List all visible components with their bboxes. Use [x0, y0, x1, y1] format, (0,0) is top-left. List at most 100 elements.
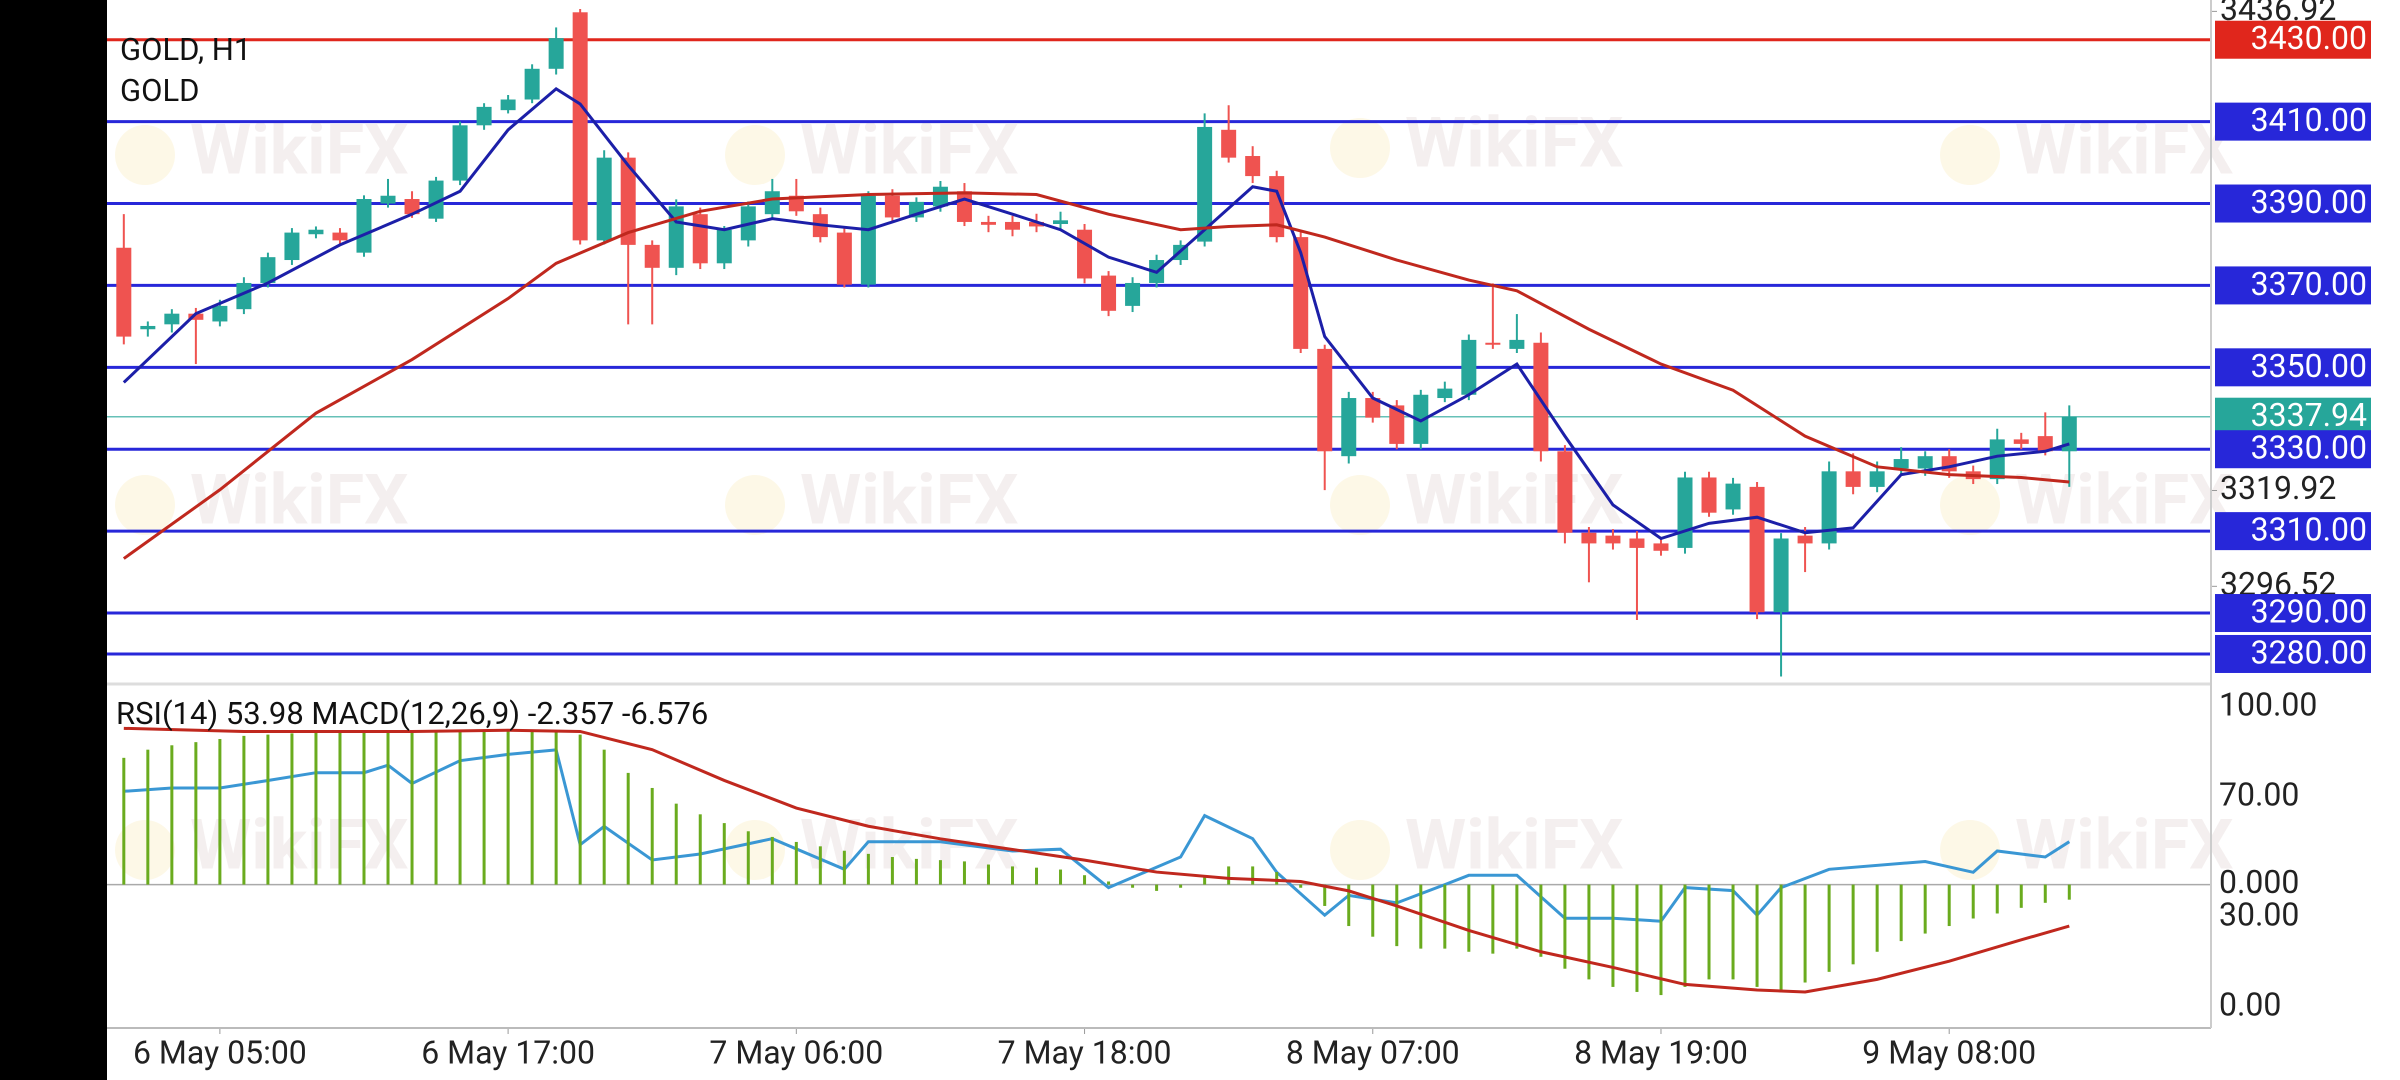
level-box: [2215, 102, 2371, 141]
level-box: [2215, 184, 2371, 223]
level-box: [2215, 266, 2371, 305]
macd-bar: [1299, 884, 1303, 888]
y-tick-label: 30.00: [2219, 895, 2299, 933]
macd-bar: [1395, 884, 1399, 947]
macd-bar: [1131, 884, 1135, 888]
macd-bar: [1707, 884, 1711, 980]
macd-bar: [1155, 884, 1159, 891]
candle-body: [932, 186, 948, 207]
chart-subtitle: GOLD: [120, 72, 199, 109]
candle-body: [1101, 275, 1117, 311]
level-label: 3337.94: [2251, 396, 2367, 434]
candle-body: [140, 325, 156, 330]
watermark: WikiFX: [800, 109, 1019, 191]
candle-body: [548, 38, 564, 69]
macd-bar: [2043, 884, 2047, 903]
macd-bar: [1971, 884, 1975, 919]
macd-bar: [1755, 884, 1759, 987]
candle-body: [1317, 348, 1333, 452]
watermark-logo: [1330, 475, 1390, 535]
macd-bar: [362, 731, 366, 885]
candle-body: [428, 180, 444, 219]
macd-bar: [602, 749, 606, 885]
candle-body: [1581, 532, 1597, 544]
macd-bar: [1779, 884, 1783, 992]
watermark: WikiFX: [1405, 804, 1624, 886]
macd-bar: [914, 858, 918, 885]
watermark-logo: [725, 475, 785, 535]
watermark: WikiFX: [1405, 102, 1624, 184]
candle-body: [1869, 471, 1885, 487]
candle-body: [596, 157, 612, 241]
macd-bar: [890, 857, 894, 885]
macd-bar: [818, 846, 822, 885]
macd-bar: [1251, 866, 1255, 885]
macd-bar: [1995, 884, 1999, 914]
macd-bar: [1010, 866, 1014, 885]
candle-body: [260, 257, 276, 283]
macd-bar: [1683, 884, 1687, 987]
candle-body: [1677, 477, 1693, 548]
macd-bar: [1059, 869, 1063, 885]
candle-body: [1125, 282, 1141, 306]
candle-body: [1701, 477, 1717, 513]
macd-bar: [338, 731, 342, 885]
levels: [107, 38, 2211, 656]
candle-body: [1221, 129, 1237, 158]
candle-body: [332, 232, 348, 241]
macd-bar: [434, 731, 438, 885]
candle-body: [1077, 229, 1093, 279]
candle-body: [380, 195, 396, 204]
candle-body: [2061, 416, 2077, 452]
macd-bar: [986, 864, 990, 885]
x-tick-label: 7 May 06:00: [709, 1033, 883, 1071]
candle-body: [644, 244, 660, 268]
candle-body: [2037, 436, 2053, 452]
candle-body: [1485, 342, 1501, 345]
macd-bar: [1515, 884, 1519, 949]
macd-bar: [746, 831, 750, 885]
candle-body: [1461, 339, 1477, 395]
candle-body: [1821, 471, 1837, 544]
candle-body: [164, 313, 180, 325]
macd-bar: [1371, 884, 1375, 937]
watermark: WikiFX: [190, 459, 409, 541]
candle-body: [1004, 221, 1020, 230]
left-bar: [0, 0, 107, 1080]
macd-bar: [626, 772, 630, 885]
macd-bar: [1923, 884, 1927, 934]
candle-body: [956, 191, 972, 222]
candle-body: [284, 232, 300, 261]
macd-bar: [1323, 884, 1327, 906]
level-label: 3410.00: [2251, 101, 2367, 139]
macd-bar: [1587, 884, 1591, 980]
candle-body: [404, 199, 420, 215]
macd-bar: [1179, 884, 1183, 888]
macd-bar: [794, 841, 798, 885]
macd-bar: [1443, 884, 1447, 949]
macd-bar: [770, 836, 774, 885]
macd-bar: [1899, 884, 1903, 942]
macd-bar: [1875, 884, 1879, 952]
watermark-logo: [1330, 118, 1390, 178]
macd-bar: [218, 739, 222, 885]
watermark: WikiFX: [800, 459, 1019, 541]
y-tick-label: 70.00: [2219, 775, 2299, 813]
macd-bar: [1083, 875, 1087, 885]
macd-bar: [242, 735, 246, 885]
watermark-logo: [115, 820, 175, 880]
candle-body: [212, 305, 228, 322]
x-tick-label: 7 May 18:00: [998, 1033, 1172, 1071]
candle-body: [980, 221, 996, 225]
candle-body: [500, 99, 516, 111]
watermark: WikiFX: [2015, 804, 2234, 886]
macd-bar: [842, 850, 846, 885]
watermark: WikiFX: [1405, 459, 1624, 541]
watermark-logo: [1940, 820, 2000, 880]
level-box: [2215, 397, 2371, 436]
candle-body: [524, 68, 540, 100]
macd-bar: [1227, 866, 1231, 885]
candle-body: [452, 125, 468, 181]
candle-body: [1341, 398, 1357, 457]
macd-bar: [290, 733, 294, 885]
